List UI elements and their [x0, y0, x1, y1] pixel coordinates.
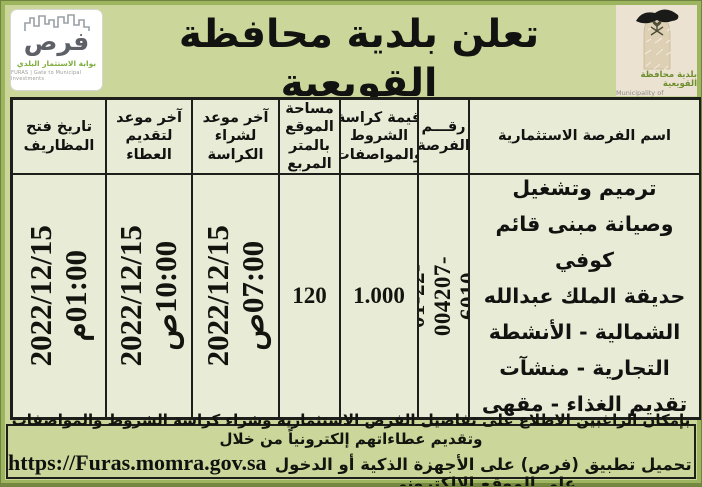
- cell-opportunity-name: ترميم وتشغيل وصيانة مبنى قائم كوفي حديقة…: [470, 175, 699, 417]
- column-header-site-area-sqm: مساحة الموقع بالمتر المربع: [280, 100, 339, 173]
- booklet-purchase-deadline-value: 2022/12/15 07:00ص: [199, 225, 270, 367]
- furas-logo-tagline-ar: بوابة الاستثمار البلدي: [16, 59, 97, 68]
- watchtower-emblem-icon: [628, 8, 686, 70]
- column-header-envelope-opening-date: تاريخ فتح المظاريف: [13, 100, 105, 173]
- footer-line1: بإمكان الراغبين الاطلاع على تفاصيل الفرص…: [11, 410, 691, 449]
- header-titles: تعلن بلدية محافظة القويعية عن طرح الفرص …: [105, 5, 613, 153]
- column-header-opportunity-name: اسم الفرصة الاستثمارية: [470, 100, 699, 173]
- ad-panel: فرص بوابة الاستثمار البلدي FURAS | Gate …: [5, 5, 701, 486]
- cell-booklet-purchase-deadline: 2022/12/15 07:00ص: [193, 175, 278, 417]
- site-area-value: 120: [292, 283, 327, 308]
- footer-notice: بإمكان الراغبين الاطلاع على تفاصيل الفرص…: [6, 411, 696, 486]
- cell-opportunity-number: 01-22-004207-6010: [419, 175, 468, 417]
- furas-logo: فرص بوابة الاستثمار البلدي FURAS | Gate …: [10, 9, 103, 91]
- envelope-opening-date-value: 2022/12/15 01:00م: [23, 225, 94, 367]
- booklet-value: 1.000: [353, 283, 405, 308]
- column-header-booklet-value: قيمة كراسة الشروط والمواصفات: [341, 100, 417, 173]
- footer-line2-text: تحميل تطبيق (فرص) على الأجهزة الذكية أو …: [274, 454, 692, 487]
- city-skyline-icon: [23, 14, 90, 32]
- cell-site-area: 120: [280, 175, 339, 417]
- furas-logo-name: فرص: [23, 27, 90, 56]
- furas-portal-url[interactable]: https://Furas.momra.gov.sa: [8, 449, 267, 475]
- column-header-booklet-purchase-deadline: آخر موعد لشراء الكراسة: [193, 100, 278, 173]
- column-header-bid-deadline: آخر موعد لتقديم العطاء: [107, 100, 191, 173]
- opportunities-table: تاريخ فتح المظاريف آخر موعد لتقديم العطا…: [10, 97, 701, 420]
- cell-booklet-value: 1.000: [341, 175, 417, 417]
- cell-bid-deadline: 2022/12/15 10:00ص: [107, 175, 191, 417]
- opportunity-number-value: 01-22-004207-6010: [419, 255, 468, 337]
- cell-envelope-opening-date: 2022/12/15 01:00م: [13, 175, 105, 417]
- footer-line2: تحميل تطبيق (فرص) على الأجهزة الذكية أو …: [8, 450, 694, 487]
- municipality-logo: بلدية محافظة القويعية Municipality of Qu…: [616, 5, 697, 103]
- bid-deadline-value: 2022/12/15 10:00ص: [113, 225, 184, 367]
- column-header-opportunity-number: رقـــم الفرصة: [419, 100, 468, 173]
- furas-logo-tagline-en: FURAS | Gate to Municipal Investments: [11, 70, 82, 82]
- header: فرص بوابة الاستثمار البلدي FURAS | Gate …: [5, 5, 697, 153]
- municipality-name-ar: بلدية محافظة القويعية: [640, 70, 697, 90]
- page-title: تعلن بلدية محافظة القويعية: [178, 12, 540, 106]
- opportunity-name-value: ترميم وتشغيل وصيانة مبنى قائم كوفي حديقة…: [481, 176, 688, 416]
